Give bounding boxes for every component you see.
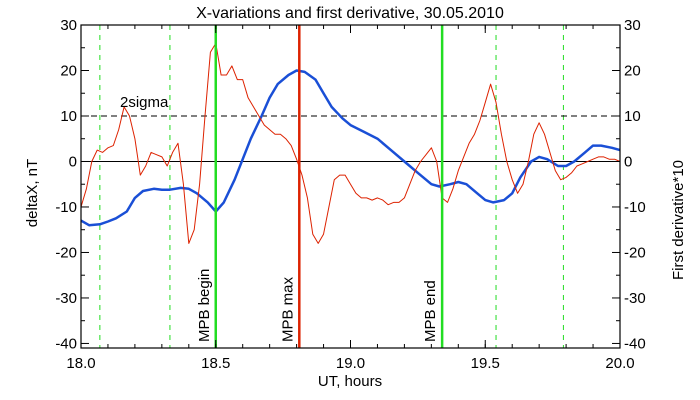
y-tick-label-left-0: 30 [60, 17, 77, 34]
threshold-label: 2sigma [120, 94, 169, 111]
y-tick-label-right-4: -10 [624, 199, 646, 216]
y-tick-label-left-7: -40 [55, 335, 77, 352]
marker-label-0: MPB begin [196, 269, 213, 342]
x-tick-label-3: 19.5 [471, 355, 500, 372]
y-tick-label-right-7: -40 [624, 335, 646, 352]
y-axis-right-label: First derivative*10 [670, 160, 687, 280]
marker-label-1: MPB max [279, 276, 296, 342]
marker-label-2: MPB end [422, 280, 439, 342]
x-tick-label-0: 18.0 [66, 355, 95, 372]
y-axis-left-label: deltaX, nT [24, 159, 41, 227]
x-tick-label-1: 18.5 [201, 355, 230, 372]
y-tick-label-left-3: 0 [69, 153, 77, 170]
y-tick-label-right-5: -20 [624, 244, 646, 261]
series-line-0 [80, 69, 621, 227]
plot-area [81, 25, 620, 348]
y-tick-label-left-2: 10 [60, 108, 77, 125]
x-tick-label-2: 19.0 [336, 355, 365, 372]
x-axis-label: UT, hours [318, 373, 382, 390]
series-line-1 [80, 42, 621, 244]
y-tick-label-right-1: 20 [624, 62, 641, 79]
series-group [80, 42, 621, 244]
y-tick-label-left-6: -30 [55, 290, 77, 307]
x-tick-label-4: 20.0 [605, 355, 634, 372]
chart-title: X-variations and first derivative, 30.05… [196, 5, 504, 22]
vertical-markers: MPB begin MPB max MPB end [196, 25, 444, 348]
axis-ticks: 18.0 18.5 19.0 19.5 20.0 30 30 20 20 10 10 0 0 -10 -10… [55, 17, 645, 372]
y-tick-label-left-1: 20 [60, 62, 77, 79]
dashed-markers [99, 25, 564, 348]
y-tick-label-right-2: 10 [624, 108, 641, 125]
y-tick-label-left-4: -10 [55, 199, 77, 216]
y-tick-label-left-5: -20 [55, 244, 77, 261]
y-tick-label-right-6: -30 [624, 290, 646, 307]
y-tick-label-right-0: 30 [624, 17, 641, 34]
y-tick-label-right-3: 0 [624, 153, 632, 170]
